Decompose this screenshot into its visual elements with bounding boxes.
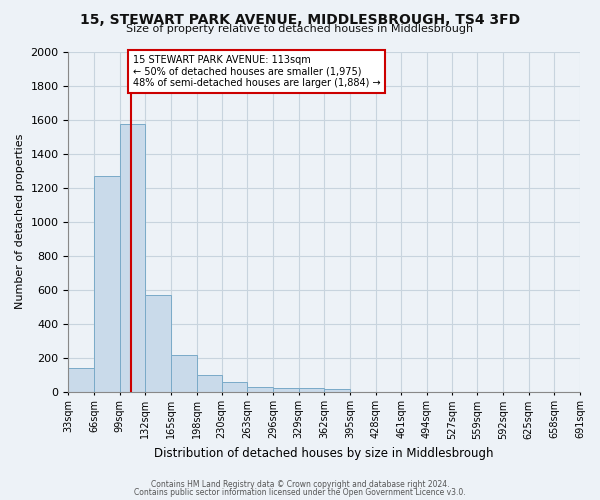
Bar [171, 355, 197, 392]
Text: 15, STEWART PARK AVENUE, MIDDLESBROUGH, TS4 3FD: 15, STEWART PARK AVENUE, MIDDLESBROUGH, … [80, 12, 520, 26]
Bar [324, 389, 350, 392]
Bar [120, 124, 145, 392]
Bar [247, 388, 273, 392]
Bar [273, 388, 299, 392]
Bar [221, 382, 247, 392]
Bar [299, 388, 324, 392]
Bar [94, 176, 120, 392]
Text: 15 STEWART PARK AVENUE: 113sqm
← 50% of detached houses are smaller (1,975)
48% : 15 STEWART PARK AVENUE: 113sqm ← 50% of … [133, 55, 380, 88]
Text: Contains HM Land Registry data © Crown copyright and database right 2024.: Contains HM Land Registry data © Crown c… [151, 480, 449, 489]
Bar [197, 376, 223, 392]
Text: Size of property relative to detached houses in Middlesbrough: Size of property relative to detached ho… [127, 24, 473, 34]
X-axis label: Distribution of detached houses by size in Middlesbrough: Distribution of detached houses by size … [154, 447, 494, 460]
Bar [145, 296, 171, 392]
Bar [68, 368, 94, 392]
Y-axis label: Number of detached properties: Number of detached properties [15, 134, 25, 309]
Text: Contains public sector information licensed under the Open Government Licence v3: Contains public sector information licen… [134, 488, 466, 497]
